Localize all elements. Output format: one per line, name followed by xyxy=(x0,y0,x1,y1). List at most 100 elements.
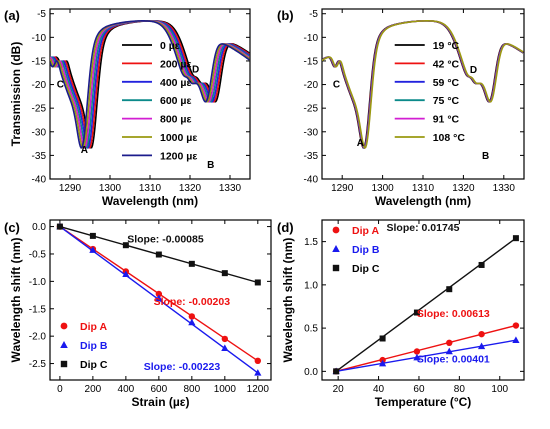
panel-label: (a) xyxy=(4,8,20,23)
legend-marker-3 xyxy=(332,264,340,272)
dip-label-a: A xyxy=(81,145,88,156)
data-point-dip-b-5 xyxy=(477,342,486,350)
x-tick-label: 1290 xyxy=(59,183,82,194)
legend-label-3: 59 °C xyxy=(433,77,460,89)
legend-marker-3 xyxy=(60,360,68,368)
y-tick-label: -35 xyxy=(304,151,319,162)
data-point-dip-b-4 xyxy=(155,294,163,302)
legend: 0 µε 200 µε 400 µε 600 µε 800 µε 1000 µε 1200 … xyxy=(122,40,197,162)
fit-line-1 xyxy=(335,324,517,373)
y-tick-label: -35 xyxy=(32,151,47,162)
legend-marker-2 xyxy=(60,341,68,348)
panel-label: (d) xyxy=(277,220,294,235)
data-point-dip-b-2 xyxy=(89,246,97,253)
dip-label-d: D xyxy=(192,64,199,75)
x-tick-label: 400 xyxy=(118,384,135,395)
x-tick-label: 1330 xyxy=(219,183,242,194)
plot-frame xyxy=(49,219,272,381)
y-tick-label: 1.0 xyxy=(304,280,318,291)
y-tick-label: -5 xyxy=(309,9,318,20)
y-axis-label: Wavelength shift (nm) xyxy=(281,238,295,363)
data-point-dip-c-3 xyxy=(122,242,129,249)
legend-marker-1 xyxy=(60,322,68,330)
data-point-dip-c-3 xyxy=(413,309,420,316)
data-point-dip-c-7 xyxy=(254,279,261,286)
data-point-dip-a-5 xyxy=(478,330,485,338)
y-tick-label: -20 xyxy=(32,80,47,91)
data-point-dip-a-4 xyxy=(446,339,453,347)
panel-label: (c) xyxy=(4,220,20,235)
y-tick-label: -40 xyxy=(304,175,319,186)
legend-label-2: 200 µε xyxy=(160,58,191,70)
legend-label-3: 400 µε xyxy=(160,77,191,89)
series-line-1 xyxy=(322,20,524,149)
dip-label-d: D xyxy=(470,65,477,76)
data-point-dip-c-5 xyxy=(188,260,195,267)
x-axis-label: Wavelength (nm) xyxy=(375,194,471,208)
data-point-dip-b-7 xyxy=(254,369,262,376)
y-tick-label: -2.5 xyxy=(29,359,47,370)
legend-marker-1 xyxy=(332,226,340,234)
data-point-dip-a-5 xyxy=(188,313,196,320)
panel-4: 20 40 60 80 100 0.0 0.5 1.0 1.5 Temperature (°C) W… xyxy=(277,219,525,409)
y-tick-label: -0.5 xyxy=(29,249,47,260)
y-tick-label: -2.0 xyxy=(29,332,47,343)
legend-label-2: 42 °C xyxy=(433,58,460,70)
y-tick-label: -1.5 xyxy=(29,304,47,315)
slope-label-3: Slope: -0.00223 xyxy=(144,361,221,373)
data-point-dip-b-5 xyxy=(188,318,196,326)
series-line-6 xyxy=(322,20,524,149)
x-tick-label: 60 xyxy=(413,384,425,395)
legend-label-5: 800 µε xyxy=(160,114,191,126)
panel-3: 0 200 400 600 800 1000 1200 0.0 -0.5 -1.0 -1.5 -2.0… xyxy=(4,219,272,409)
plot-area xyxy=(56,222,262,376)
x-tick-label: 1300 xyxy=(371,183,394,194)
x-tick-label: 1200 xyxy=(247,384,270,395)
slope-label-3: Slope: 0.00401 xyxy=(417,354,490,366)
data-point-dip-c-4 xyxy=(155,251,162,258)
y-tick-label: -15 xyxy=(304,56,319,67)
y-tick-label: -30 xyxy=(304,127,319,138)
data-point-dip-a-6 xyxy=(512,322,520,329)
x-tick-label: 1320 xyxy=(452,183,475,194)
data-point-dip-a-6 xyxy=(221,335,229,343)
legend-label-1: Dip A xyxy=(352,225,379,237)
y-tick-label: -30 xyxy=(32,127,47,138)
slope-label-2: Slope: 0.00613 xyxy=(417,308,490,320)
data-point-dip-b-4 xyxy=(445,347,453,355)
y-tick-label: 0.5 xyxy=(304,324,318,335)
x-axis-label: Strain (µε) xyxy=(132,395,190,409)
x-tick-label: 600 xyxy=(151,384,168,395)
legend-label-7: 1200 µε xyxy=(160,150,197,162)
slope-label-1: Slope: 0.01745 xyxy=(387,222,460,234)
x-tick-label: 800 xyxy=(183,384,200,395)
y-tick-label: -25 xyxy=(304,104,319,115)
x-tick-label: 80 xyxy=(454,384,466,395)
data-point-dip-c-1 xyxy=(333,368,340,375)
legend-label-1: 19 °C xyxy=(433,40,460,52)
plot-area xyxy=(50,20,250,149)
slope-label-1: Slope: -0.00085 xyxy=(127,233,204,245)
x-tick-label: 1290 xyxy=(331,183,354,194)
legend-label-6: 1000 µε xyxy=(160,132,197,144)
legend-label-4: 600 µε xyxy=(160,95,191,107)
plot-area xyxy=(332,235,520,375)
dip-label-b: B xyxy=(207,160,214,171)
fit-line-2 xyxy=(336,339,517,373)
x-axis-label: Wavelength (nm) xyxy=(102,194,198,208)
y-tick-label: -5 xyxy=(37,9,46,20)
y-tick-label: 0.0 xyxy=(304,367,318,378)
legend-label-1: 0 µε xyxy=(160,40,180,52)
data-point-dip-b-6 xyxy=(221,344,229,352)
x-axis-label: Temperature (°C) xyxy=(375,395,472,409)
legend-label-3: Dip C xyxy=(80,359,108,371)
data-point-dip-c-6 xyxy=(512,235,519,242)
y-tick-label: 1.5 xyxy=(304,237,318,248)
data-point-dip-c-2 xyxy=(89,232,96,239)
panel-2: 1290 1300 1310 1320 1330 -40 -35 -30 -25 -20 -15 -1… xyxy=(277,8,525,208)
y-tick-label: -15 xyxy=(32,56,47,67)
y-tick-label: -20 xyxy=(304,80,319,91)
x-tick-label: 1330 xyxy=(493,183,516,194)
legend-label-2: Dip B xyxy=(80,340,108,352)
